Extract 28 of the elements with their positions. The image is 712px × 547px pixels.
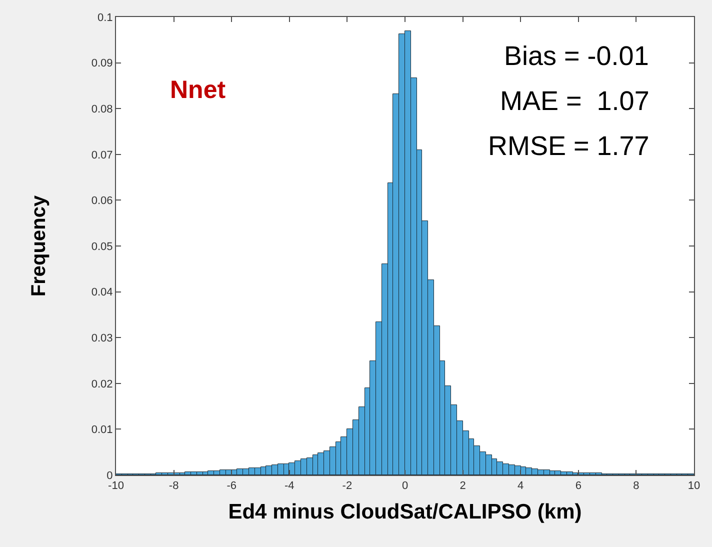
y-tick-label: 0.01 (91, 424, 113, 436)
annotation: MAE = 1.07 (500, 86, 650, 116)
y-tick-label: 0.09 (91, 58, 113, 70)
y-tick-label: 0.04 (91, 286, 113, 299)
annotation: RMSE = 1.77 (488, 131, 650, 161)
y-tick-label: 0 (106, 470, 113, 482)
y-tick-label: 0.08 (91, 103, 113, 116)
x-tick-label: -2 (342, 480, 352, 492)
y-tick-label: 0.02 (91, 378, 113, 390)
x-tick-label: 10 (688, 480, 700, 492)
x-tick-label: 0 (402, 480, 408, 492)
y-tick-label: 0.03 (91, 332, 113, 344)
x-tick-label: -6 (226, 480, 236, 492)
y-tick-label: 0.05 (91, 240, 113, 253)
y-tick-label: 0.1 (98, 12, 113, 24)
x-tick-label: 6 (575, 480, 582, 492)
annotation: Bias = -0.01 (504, 41, 649, 71)
x-tick-label: 8 (633, 480, 640, 492)
x-tick-label: -4 (284, 480, 294, 492)
y-tick-label: 0.07 (91, 149, 113, 162)
x-axis-title: Ed4 minus CloudSat/CALIPSO (km) (228, 500, 582, 524)
y-tick-label: 0.06 (91, 195, 113, 208)
x-tick-label: -8 (168, 480, 179, 492)
y-axis-title: Frequency (28, 194, 50, 297)
x-tick-label: 4 (518, 480, 524, 492)
x-tick-label: -10 (108, 480, 124, 492)
x-tick-label: 2 (460, 480, 466, 492)
annotation: Nnet (170, 76, 226, 104)
